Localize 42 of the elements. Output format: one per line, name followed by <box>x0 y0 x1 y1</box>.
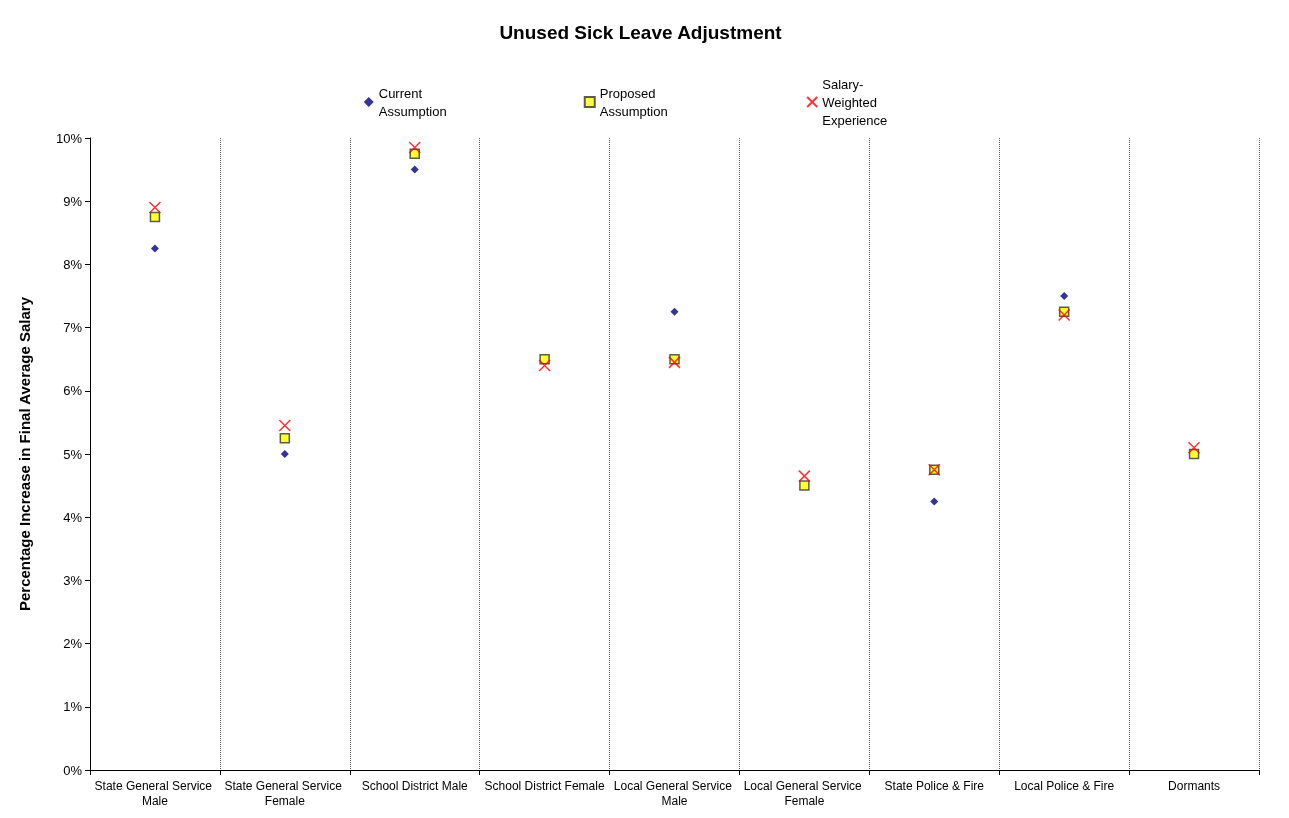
point <box>668 356 681 369</box>
x-tick-label: Dormants <box>1168 778 1221 793</box>
point <box>410 165 419 174</box>
y-tick-label: 4% <box>63 509 83 525</box>
point <box>799 480 810 491</box>
point <box>538 359 551 372</box>
point <box>278 419 292 432</box>
y-tick-label: 3% <box>63 572 83 588</box>
x-tick-label: State Police & Fire <box>884 778 985 793</box>
point <box>1057 308 1071 322</box>
point <box>408 141 421 154</box>
y-tick-label: 5% <box>63 446 83 462</box>
point <box>150 244 159 253</box>
point <box>1187 441 1201 454</box>
point <box>798 469 811 483</box>
x-tick-label: Local General Service Female <box>743 778 866 808</box>
point <box>279 432 291 444</box>
x-tick-label: State General Service Female <box>224 778 346 808</box>
y-axis-title: Percentage Increase in Final Average Salary <box>16 296 33 612</box>
y-tick-label: 7% <box>63 320 83 336</box>
y-tick-label: 8% <box>63 256 83 272</box>
chart-title: Unused Sick Leave Adjustment <box>499 22 783 43</box>
x-tick-label: State General Service Male <box>94 778 216 808</box>
y-tick-label: 9% <box>63 193 83 209</box>
x-tick-label: School District Male <box>361 778 469 793</box>
legend-label: Proposed Assumption <box>599 85 668 119</box>
x-tick-label: School District Female <box>484 778 605 793</box>
point <box>1060 292 1069 300</box>
point <box>670 307 679 316</box>
legend-label: Current Assumption <box>378 85 447 119</box>
x-tick-label: Local Police & Fire <box>1014 778 1115 793</box>
point <box>149 211 161 223</box>
point <box>148 201 162 214</box>
point <box>280 450 289 458</box>
y-tick-label: 0% <box>63 762 83 778</box>
y-tick-label: 6% <box>63 383 83 399</box>
x-tick-label: Local General Service Male <box>613 778 736 808</box>
y-tick-label: 1% <box>63 699 83 715</box>
y-tick-label: 10% <box>55 130 83 146</box>
point <box>930 497 939 506</box>
legend-label: Salary-Weighted Experience <box>822 76 888 128</box>
y-tick-label: 2% <box>63 636 83 652</box>
